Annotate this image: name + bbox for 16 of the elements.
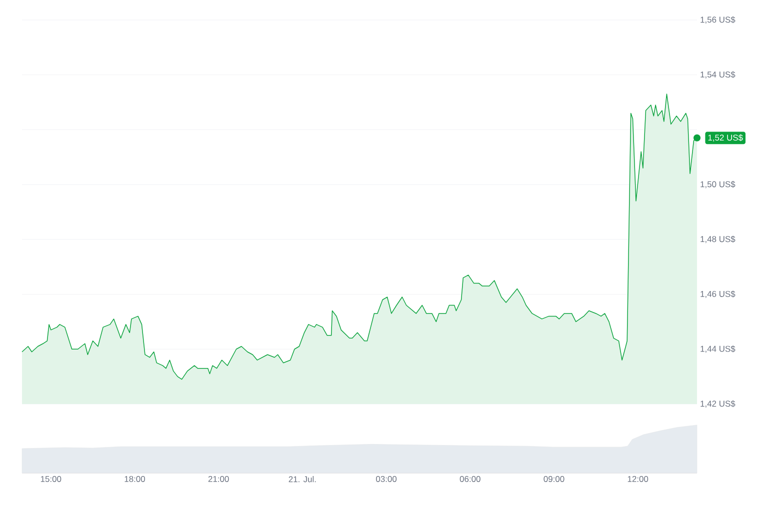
y-tick-label: 1,42 US$ <box>700 400 736 408</box>
x-tick-label: 03:00 <box>376 476 397 482</box>
x-tick-label: 09:00 <box>544 476 564 482</box>
y-tick-label: 1,56 US$ <box>700 16 736 24</box>
x-tick-label: 06:00 <box>460 476 480 482</box>
x-tick-label: 18:00 <box>124 476 145 482</box>
x-tick-label: 21. Jul. <box>288 476 316 482</box>
annotation: 1,52 US$ <box>708 134 743 142</box>
x-tick-label: 12:00 <box>628 476 648 482</box>
x-tick-label: 21:00 <box>208 476 229 482</box>
y-tick-label: 1,54 US$ <box>700 71 736 79</box>
y-tick-label: 1,48 US$ <box>700 236 736 244</box>
y-tick-label: 1,50 US$ <box>700 180 736 188</box>
y-tick-label: 1,44 US$ <box>700 345 736 353</box>
x-tick-label: 15:00 <box>40 476 62 482</box>
y-tick-label: 1,46 US$ <box>700 290 736 298</box>
